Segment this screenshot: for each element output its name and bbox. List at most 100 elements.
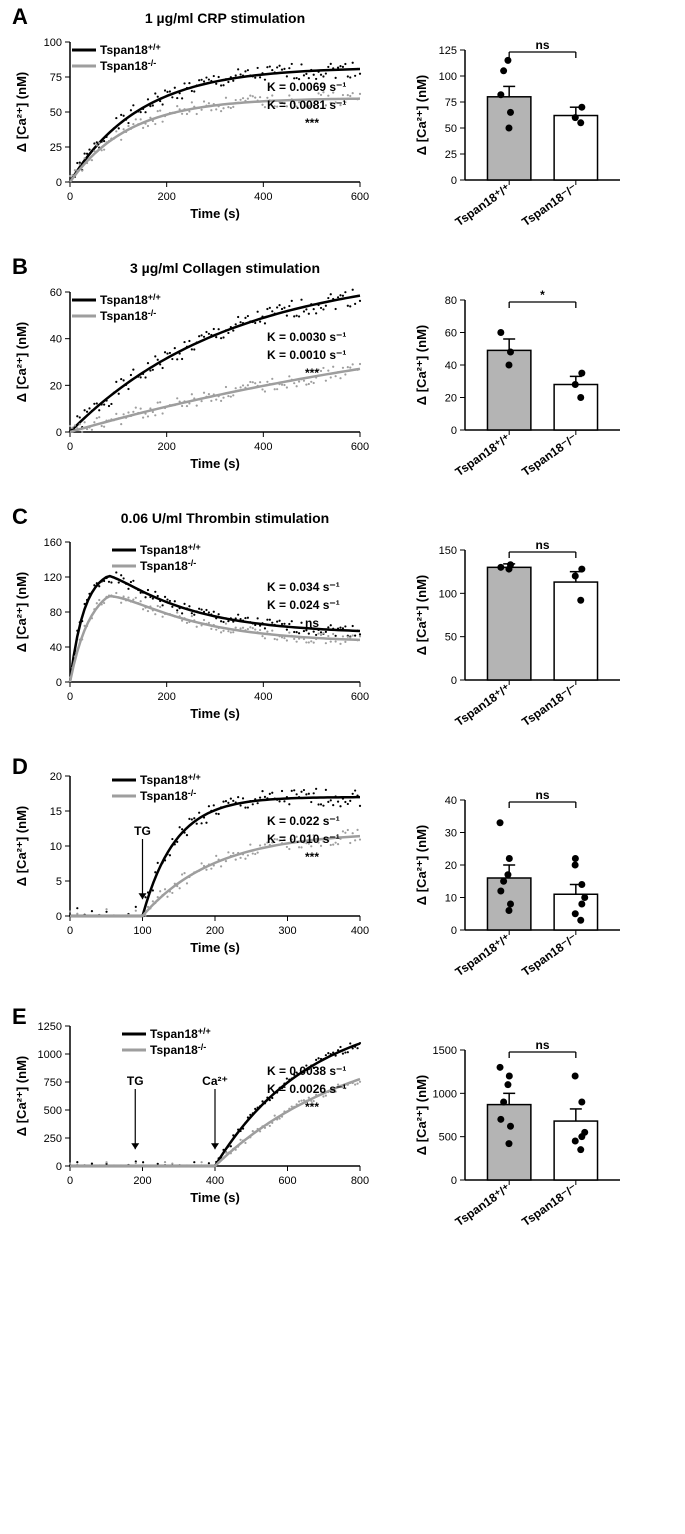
svg-text:20: 20 xyxy=(445,860,457,872)
svg-text:800: 800 xyxy=(351,1175,369,1187)
svg-text:Tspan18⁺/⁺: Tspan18⁺/⁺ xyxy=(453,681,513,729)
panel-letter: E xyxy=(12,1004,27,1030)
svg-text:K = 0.0069 s⁻¹: K = 0.0069 s⁻¹ xyxy=(267,80,346,94)
svg-text:1000: 1000 xyxy=(433,1088,457,1100)
svg-text:Tspan18⁻/⁻: Tspan18⁻/⁻ xyxy=(519,431,579,479)
svg-text:***: *** xyxy=(305,116,319,130)
svg-text:40: 40 xyxy=(50,334,62,346)
svg-text:0: 0 xyxy=(67,191,73,203)
svg-text:40: 40 xyxy=(445,360,457,372)
svg-text:Tspan18⁻/⁻: Tspan18⁻/⁻ xyxy=(519,181,579,229)
svg-text:150: 150 xyxy=(439,545,457,557)
panel-letter: C xyxy=(12,504,28,530)
svg-text:Tspan18⁻/⁻: Tspan18⁻/⁻ xyxy=(519,1181,579,1229)
svg-text:Δ [Ca²⁺] (nM): Δ [Ca²⁺] (nM) xyxy=(414,1075,429,1155)
svg-text:400: 400 xyxy=(351,925,369,937)
svg-text:TG: TG xyxy=(134,824,151,838)
svg-text:1500: 1500 xyxy=(433,1045,457,1057)
svg-text:200: 200 xyxy=(133,1175,151,1187)
svg-text:600: 600 xyxy=(351,191,369,203)
panel-C: C0.06 U/ml Thrombin stimulation040801201… xyxy=(10,510,675,740)
svg-text:1000: 1000 xyxy=(38,1049,62,1061)
svg-text:750: 750 xyxy=(44,1077,62,1089)
svg-text:100: 100 xyxy=(44,37,62,49)
panel-A: A1 µg/ml CRP stimulation0255075100020040… xyxy=(10,10,675,240)
bar-chart: 0255075100125Δ [Ca²⁺] (nM)Tspan18⁺/⁺Tspa… xyxy=(410,30,630,240)
svg-text:10: 10 xyxy=(50,841,62,853)
svg-text:75: 75 xyxy=(445,97,457,109)
svg-text:10: 10 xyxy=(445,893,457,905)
svg-text:Tspan18+/+: Tspan18+/+ xyxy=(100,42,161,57)
svg-text:Time (s): Time (s) xyxy=(190,456,240,471)
svg-text:200: 200 xyxy=(206,925,224,937)
svg-text:Time (s): Time (s) xyxy=(190,1190,240,1205)
svg-text:Tspan18-/-: Tspan18-/- xyxy=(140,558,196,573)
svg-text:400: 400 xyxy=(254,191,272,203)
svg-text:K = 0.0010 s⁻¹: K = 0.0010 s⁻¹ xyxy=(267,348,346,362)
panel-letter: D xyxy=(12,754,28,780)
svg-text:Tspan18-/-: Tspan18-/- xyxy=(150,1042,206,1057)
svg-text:Tspan18-/-: Tspan18-/- xyxy=(100,308,156,323)
svg-text:0: 0 xyxy=(56,677,62,689)
svg-text:Time (s): Time (s) xyxy=(190,706,240,721)
svg-text:Δ [Ca²⁺] (nM): Δ [Ca²⁺] (nM) xyxy=(14,1056,29,1136)
svg-text:Δ [Ca²⁺] (nM): Δ [Ca²⁺] (nM) xyxy=(14,72,29,152)
svg-text:50: 50 xyxy=(445,123,457,135)
svg-text:40: 40 xyxy=(50,642,62,654)
svg-text:80: 80 xyxy=(445,295,457,307)
svg-text:600: 600 xyxy=(351,691,369,703)
panel-E: E0250500750100012500200400600800Time (s)… xyxy=(10,1010,675,1240)
svg-text:K = 0.0081 s⁻¹: K = 0.0081 s⁻¹ xyxy=(267,98,346,112)
svg-text:Tspan18⁺/⁺: Tspan18⁺/⁺ xyxy=(453,1181,513,1229)
svg-text:Tspan18-/-: Tspan18-/- xyxy=(140,788,196,803)
svg-text:0: 0 xyxy=(56,427,62,439)
svg-text:Δ [Ca²⁺] (nM): Δ [Ca²⁺] (nM) xyxy=(414,75,429,155)
svg-text:Tspan18⁺/⁺: Tspan18⁺/⁺ xyxy=(453,181,513,229)
svg-text:0: 0 xyxy=(451,1175,457,1187)
svg-text:0: 0 xyxy=(451,675,457,687)
svg-text:Δ [Ca²⁺] (nM): Δ [Ca²⁺] (nM) xyxy=(14,806,29,886)
svg-text:25: 25 xyxy=(50,142,62,154)
scatter-chart: 02550751000200400600Time (s)Δ [Ca²⁺] (nM… xyxy=(10,32,370,222)
svg-text:K = 0.0026 s⁻¹: K = 0.0026 s⁻¹ xyxy=(267,1082,346,1096)
svg-text:Δ [Ca²⁺] (nM): Δ [Ca²⁺] (nM) xyxy=(414,325,429,405)
svg-text:300: 300 xyxy=(278,925,296,937)
svg-text:Δ [Ca²⁺] (nM): Δ [Ca²⁺] (nM) xyxy=(14,322,29,402)
panel-letter: B xyxy=(12,254,28,280)
svg-text:200: 200 xyxy=(157,441,175,453)
svg-text:0: 0 xyxy=(451,925,457,937)
svg-text:20: 20 xyxy=(50,771,62,783)
svg-text:30: 30 xyxy=(445,828,457,840)
svg-text:ns: ns xyxy=(535,538,549,552)
svg-text:400: 400 xyxy=(254,691,272,703)
svg-text:200: 200 xyxy=(157,691,175,703)
panel-title: 1 µg/ml CRP stimulation xyxy=(60,10,390,26)
svg-text:0: 0 xyxy=(67,925,73,937)
svg-text:ns: ns xyxy=(535,1038,549,1052)
svg-text:120: 120 xyxy=(44,572,62,584)
svg-text:***: *** xyxy=(305,366,319,380)
svg-text:0: 0 xyxy=(451,175,457,187)
svg-text:0: 0 xyxy=(451,425,457,437)
panel-D: D051015200100200300400Time (s)Δ [Ca²⁺] (… xyxy=(10,760,675,990)
svg-text:100: 100 xyxy=(133,925,151,937)
svg-text:Δ [Ca²⁺] (nM): Δ [Ca²⁺] (nM) xyxy=(414,575,429,655)
svg-text:40: 40 xyxy=(445,795,457,807)
svg-text:50: 50 xyxy=(50,107,62,119)
svg-text:***: *** xyxy=(305,1100,319,1114)
svg-text:0: 0 xyxy=(67,441,73,453)
svg-text:125: 125 xyxy=(439,45,457,57)
svg-text:400: 400 xyxy=(206,1175,224,1187)
scatter-chart: 02040600200400600Time (s)Δ [Ca²⁺] (nM)Ts… xyxy=(10,282,370,472)
svg-text:0: 0 xyxy=(56,911,62,923)
svg-text:15: 15 xyxy=(50,806,62,818)
svg-text:Tspan18⁺/⁺: Tspan18⁺/⁺ xyxy=(453,931,513,979)
svg-text:Tspan18⁻/⁻: Tspan18⁻/⁻ xyxy=(519,681,579,729)
svg-text:75: 75 xyxy=(50,72,62,84)
svg-text:500: 500 xyxy=(44,1105,62,1117)
scatter-chart: 0250500750100012500200400600800Time (s)Δ… xyxy=(10,1016,370,1206)
svg-text:20: 20 xyxy=(445,393,457,405)
svg-text:Ca²⁺: Ca²⁺ xyxy=(202,1074,228,1088)
svg-text:Tspan18⁻/⁻: Tspan18⁻/⁻ xyxy=(519,931,579,979)
svg-text:K = 0.022 s⁻¹: K = 0.022 s⁻¹ xyxy=(267,814,340,828)
